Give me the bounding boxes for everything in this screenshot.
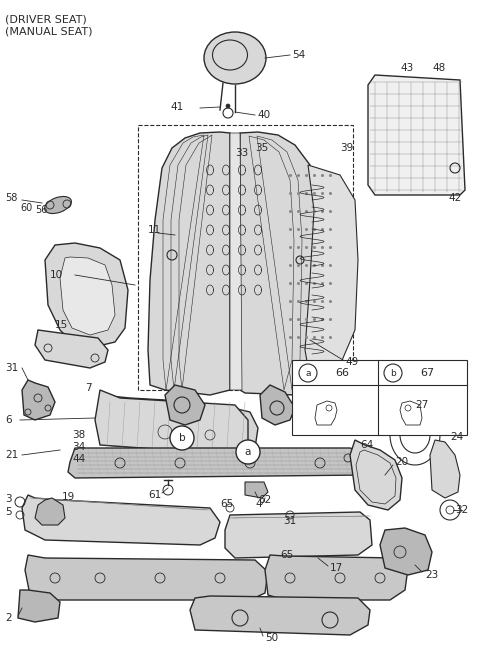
Polygon shape bbox=[225, 512, 372, 558]
Polygon shape bbox=[25, 555, 268, 600]
Polygon shape bbox=[260, 385, 295, 425]
Text: 15: 15 bbox=[55, 320, 68, 330]
Text: 40: 40 bbox=[257, 110, 270, 120]
Text: 42: 42 bbox=[448, 193, 461, 203]
Text: 41: 41 bbox=[170, 102, 183, 112]
Text: 21: 21 bbox=[5, 450, 18, 460]
Text: a: a bbox=[305, 369, 311, 377]
Polygon shape bbox=[68, 448, 375, 478]
Polygon shape bbox=[45, 243, 128, 348]
Polygon shape bbox=[430, 440, 460, 498]
Text: 3: 3 bbox=[5, 494, 12, 504]
Text: 23: 23 bbox=[425, 570, 438, 580]
Text: 56: 56 bbox=[35, 205, 48, 215]
Text: 64: 64 bbox=[360, 440, 373, 450]
Polygon shape bbox=[35, 498, 65, 525]
Text: (MANUAL SEAT): (MANUAL SEAT) bbox=[5, 26, 93, 36]
Polygon shape bbox=[305, 165, 358, 378]
Polygon shape bbox=[240, 132, 320, 395]
Polygon shape bbox=[60, 257, 115, 335]
Text: 35: 35 bbox=[255, 143, 268, 153]
Polygon shape bbox=[350, 440, 402, 510]
Circle shape bbox=[384, 364, 402, 382]
Polygon shape bbox=[265, 555, 408, 600]
Text: 50: 50 bbox=[265, 633, 278, 643]
Bar bbox=[138, 125, 353, 390]
Polygon shape bbox=[230, 133, 242, 390]
Text: 39: 39 bbox=[340, 143, 353, 153]
Text: 49: 49 bbox=[345, 357, 358, 367]
Text: 34: 34 bbox=[72, 442, 85, 452]
Polygon shape bbox=[35, 330, 108, 368]
Text: 60: 60 bbox=[20, 203, 32, 213]
Text: 32: 32 bbox=[455, 505, 468, 515]
Text: b: b bbox=[390, 369, 396, 377]
Text: 61: 61 bbox=[148, 490, 161, 500]
Text: 44: 44 bbox=[72, 454, 85, 464]
Polygon shape bbox=[95, 390, 248, 455]
Text: 2: 2 bbox=[5, 613, 12, 623]
Text: 17: 17 bbox=[330, 563, 343, 573]
Text: 24: 24 bbox=[450, 432, 463, 442]
Text: a: a bbox=[245, 447, 251, 457]
Circle shape bbox=[226, 104, 230, 108]
Text: 7: 7 bbox=[85, 383, 92, 393]
Polygon shape bbox=[22, 380, 55, 420]
Circle shape bbox=[236, 440, 260, 464]
Text: 19: 19 bbox=[62, 492, 75, 502]
Text: 31: 31 bbox=[5, 363, 18, 373]
Text: 54: 54 bbox=[292, 50, 305, 60]
Text: 58: 58 bbox=[5, 193, 17, 203]
Text: 31: 31 bbox=[283, 516, 296, 526]
Text: 10: 10 bbox=[50, 270, 63, 280]
Text: 67: 67 bbox=[420, 368, 434, 378]
Text: b: b bbox=[179, 433, 185, 443]
Polygon shape bbox=[380, 528, 432, 575]
Polygon shape bbox=[18, 590, 60, 622]
Polygon shape bbox=[148, 132, 230, 395]
Polygon shape bbox=[245, 482, 268, 498]
Text: 33: 33 bbox=[235, 148, 248, 158]
Text: 5: 5 bbox=[5, 507, 12, 517]
Text: 38: 38 bbox=[72, 430, 85, 440]
Text: 66: 66 bbox=[335, 368, 349, 378]
Text: 48: 48 bbox=[432, 63, 445, 73]
Ellipse shape bbox=[204, 32, 266, 84]
Polygon shape bbox=[22, 495, 220, 545]
Text: 11: 11 bbox=[148, 225, 161, 235]
Bar bbox=[292, 360, 467, 435]
Polygon shape bbox=[190, 596, 370, 635]
Polygon shape bbox=[165, 385, 205, 425]
Text: 43: 43 bbox=[400, 63, 413, 73]
Text: 62: 62 bbox=[258, 495, 271, 505]
Text: 20: 20 bbox=[395, 457, 408, 467]
Text: 65: 65 bbox=[280, 550, 293, 560]
Text: 65: 65 bbox=[220, 499, 233, 509]
Text: (DRIVER SEAT): (DRIVER SEAT) bbox=[5, 14, 87, 24]
Polygon shape bbox=[98, 395, 258, 455]
Text: 4: 4 bbox=[255, 499, 262, 509]
Text: 6: 6 bbox=[5, 415, 12, 425]
Ellipse shape bbox=[45, 197, 72, 213]
Circle shape bbox=[299, 364, 317, 382]
Circle shape bbox=[170, 426, 194, 450]
Text: 27: 27 bbox=[415, 400, 428, 410]
Polygon shape bbox=[368, 75, 465, 195]
